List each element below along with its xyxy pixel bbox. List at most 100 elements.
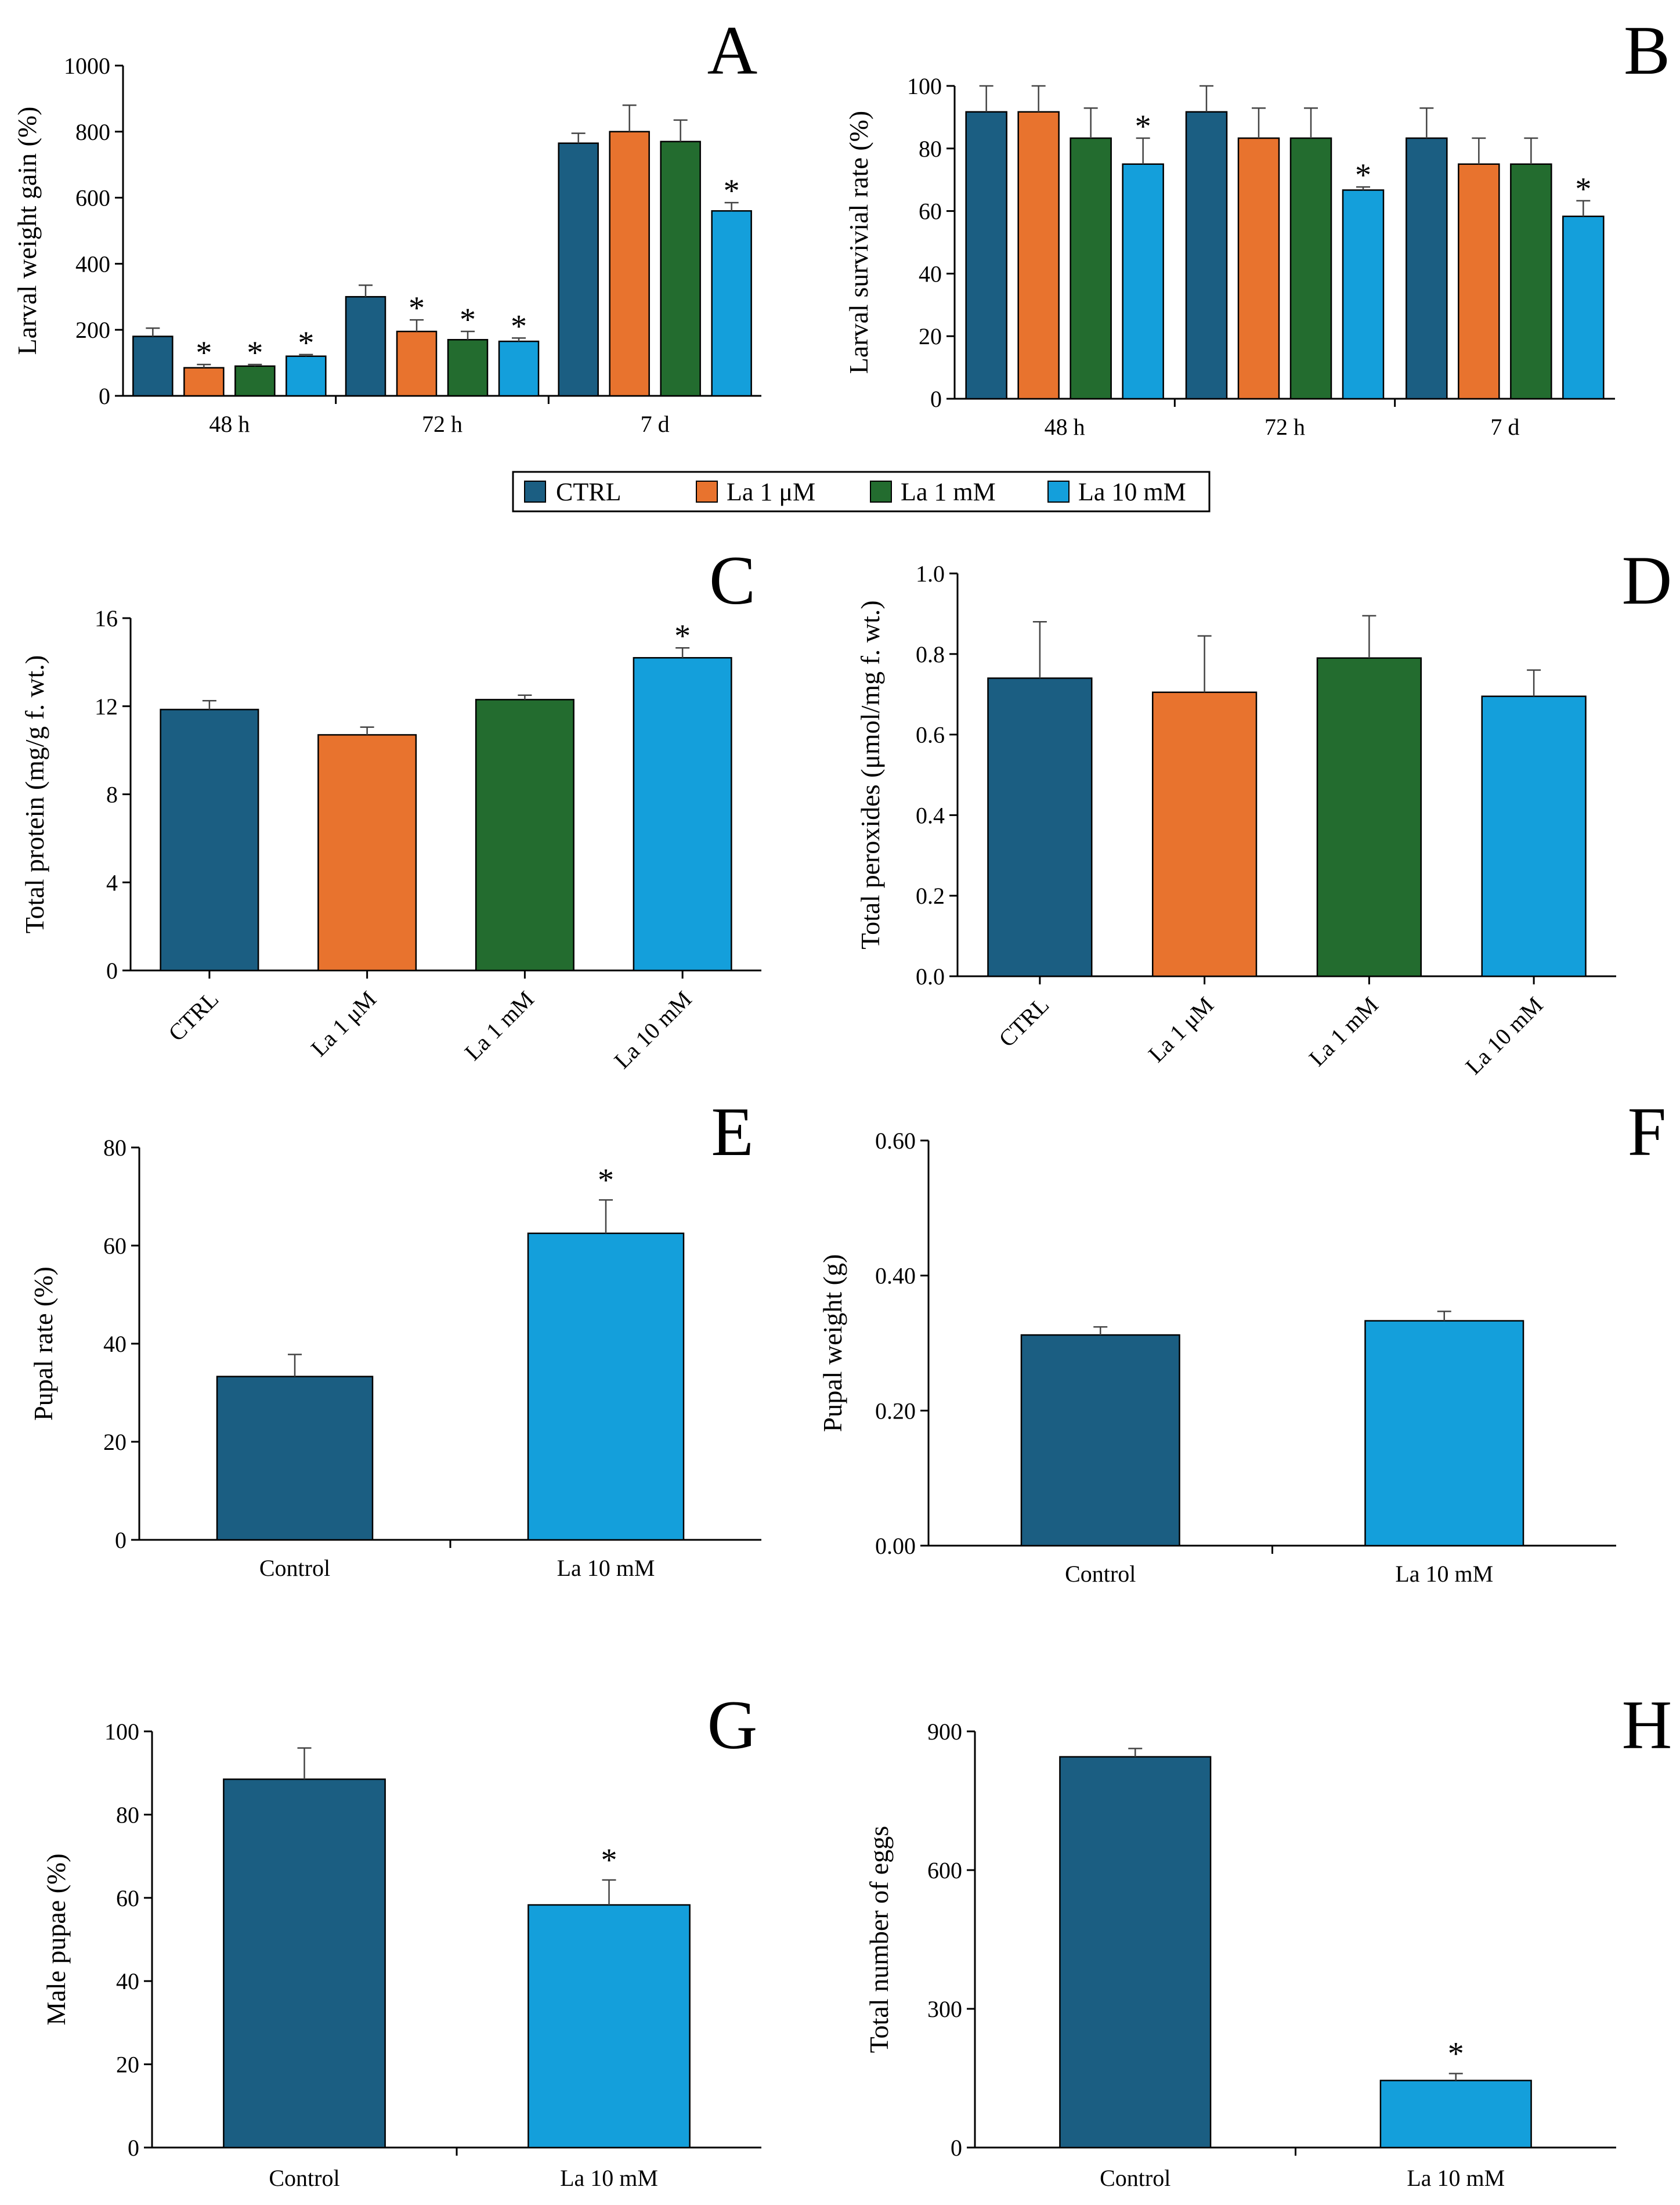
bar-h-la-10-mm — [1379, 2080, 1532, 2149]
x-tick-label-b-48-h: 48 h — [1045, 414, 1085, 440]
y-tick-label-c-0: 0 — [106, 958, 118, 984]
bar-c-la-1-mm — [475, 699, 575, 972]
chart-panel-c: 0 4 8 12 16 Total protein (mg/g f. wt.) C CTRL L… — [20, 542, 761, 1074]
panel-letter-h: H — [1622, 1686, 1672, 1763]
x-tick-label-g-la-10-mm: La 10 mM — [560, 2165, 658, 2191]
legend-label-la-1-um: La 1 μM — [727, 478, 815, 506]
y-tick-label-h-0: 0 — [951, 2135, 962, 2161]
y-tick-label-a-5: 1000 — [64, 53, 110, 79]
bar-a-7-d-la-10-mm-sig: * — [724, 173, 740, 209]
bar-a-7-d-la-1-mm — [660, 140, 701, 397]
x-tick-label-h-control: Control — [1100, 2165, 1170, 2191]
y-axis-title-b: Larval survivial rate (%) — [844, 111, 873, 374]
y-tick-label-g-1: 20 — [116, 2052, 139, 2078]
bar-a-72-h-la-1-mm-sig: * — [460, 302, 476, 338]
y-tick-label-d-3: 0.6 — [916, 722, 945, 748]
x-tick-label-c-ctrl: CTRL — [163, 986, 223, 1046]
chart-panel-a: 0 200 400 600 800 1000 Larval weight gain (%) A… — [12, 12, 761, 437]
y-tick-label-e-1: 20 — [103, 1429, 127, 1455]
y-tick-label-g-3: 60 — [116, 1885, 139, 1911]
y-axis-title-d: Total peroxides (μmol/mg f. wt.) — [855, 600, 885, 949]
y-tick-label-g-5: 100 — [104, 1719, 139, 1745]
y-tick-label-a-4: 800 — [75, 119, 110, 145]
x-tick-label-e-control: Control — [259, 1555, 330, 1581]
bar-a-7-d-ctrl — [558, 142, 599, 397]
chart-panel-g: 0 20 40 60 80 100 Male pupae (%) G Control * La 10… — [41, 1686, 761, 2191]
bar-a-48-h-la-10-mm — [286, 355, 327, 397]
bar-d-la-10-mm — [1481, 695, 1587, 977]
y-axis-title-a: Larval weight gain (%) — [12, 107, 42, 355]
bar-b-72-h-ctrl — [1185, 111, 1228, 400]
bar-d-la-1-m — [1151, 691, 1258, 977]
x-tick-label-h-la-10-mm: La 10 mM — [1407, 2165, 1505, 2191]
y-tick-label-c-4: 16 — [95, 605, 118, 631]
y-tick-label-e-0: 0 — [115, 1527, 127, 1553]
y-tick-label-b-5: 100 — [907, 73, 942, 99]
y-tick-label-a-3: 600 — [75, 185, 110, 211]
chart-panel-e: 0 20 40 60 80 Pupal rate (%) E Control * La 10 mM — [28, 1093, 761, 1581]
legend: CTRL La 1 μM La 1 mM La 10 mM — [512, 471, 1211, 513]
bar-b-72-h-la-1-m — [1237, 137, 1280, 400]
y-tick-label-c-1: 4 — [106, 869, 118, 896]
legend-label-ctrl: CTRL — [556, 478, 621, 506]
bar-g-la-10-mm — [528, 1904, 691, 2149]
bar-a-7-d-la-10-mm — [711, 210, 752, 397]
bar-a-72-h-la-1-m — [396, 330, 438, 397]
legend-swatch-la-10-mm — [1047, 481, 1070, 503]
x-tick-label-c-la-1-mm: La 1 mM — [460, 986, 539, 1066]
y-tick-label-b-3: 60 — [919, 199, 942, 225]
y-tick-label-f-3: 0.60 — [875, 1128, 916, 1154]
x-tick-label-g-control: Control — [269, 2165, 339, 2191]
x-tick-label-d-la-1-m: La 1 μM — [1143, 992, 1219, 1067]
x-tick-label-d-la-10-mm: La 10 mM — [1460, 992, 1548, 1080]
y-tick-label-h-1: 300 — [927, 1996, 962, 2022]
bar-b-72-h-la-1-mm — [1289, 137, 1332, 400]
y-tick-label-c-2: 8 — [106, 782, 118, 808]
panel-letter-f: F — [1628, 1093, 1667, 1170]
x-tick-label-b-72-h: 72 h — [1264, 414, 1305, 440]
bar-b-72-h-la-10-mm — [1342, 189, 1385, 400]
bar-b-48-h-la-1-mm — [1070, 137, 1112, 400]
bar-a-72-h-la-1-mm — [447, 339, 489, 397]
bar-a-72-h-la-1-m-sig: * — [409, 290, 425, 326]
y-tick-label-b-0: 0 — [930, 386, 942, 412]
bar-b-48-h-la-10-mm-sig: * — [1135, 109, 1151, 145]
y-tick-label-d-1: 0.2 — [916, 883, 945, 909]
bar-c-la-1-m — [317, 734, 417, 972]
y-tick-label-e-4: 80 — [103, 1135, 127, 1161]
bar-a-72-h-la-10-mm-sig: * — [511, 308, 527, 344]
bar-e-la-10-mm — [527, 1232, 685, 1541]
legend-label-la-10-mm: La 10 mM — [1078, 478, 1186, 506]
bar-b-7-d-ctrl — [1406, 137, 1448, 400]
legend-swatch-la-1-mm — [870, 481, 892, 503]
y-tick-label-b-4: 80 — [919, 136, 942, 162]
chart-panel-h: 0 300 600 900 Total number of eggs H Control * L… — [864, 1686, 1672, 2191]
bar-b-7-d-la-1-m — [1458, 163, 1500, 400]
bar-a-48-h-la-10-mm-sig: * — [298, 325, 314, 361]
bar-a-48-h-la-1-m-sig: * — [196, 335, 212, 371]
bar-a-48-h-ctrl — [132, 335, 174, 397]
y-tick-label-f-1: 0.20 — [875, 1398, 916, 1424]
x-tick-label-d-ctrl: CTRL — [993, 992, 1054, 1052]
bar-d-la-1-mm — [1316, 657, 1422, 977]
bar-b-48-h-la-10-mm — [1122, 163, 1164, 400]
bar-a-48-h-la-1-mm — [234, 365, 276, 397]
bar-a-72-h-ctrl — [345, 296, 386, 397]
y-tick-label-b-1: 20 — [919, 323, 942, 349]
bar-b-7-d-la-1-mm — [1510, 163, 1552, 400]
bar-a-7-d-la-1-m — [609, 131, 650, 397]
bar-f-la-10-mm — [1364, 1320, 1524, 1547]
bar-b-48-h-ctrl — [965, 111, 1007, 400]
panel-letter-g: G — [707, 1686, 758, 1763]
bar-f-control — [1020, 1334, 1180, 1547]
bar-c-la-10-mm-sig: * — [674, 618, 691, 654]
bar-b-72-h-la-10-mm-sig: * — [1355, 157, 1371, 193]
chart-panel-d: 0.0 0.2 0.4 0.6 0.8 1.0 Total peroxides (μmol/… — [855, 542, 1672, 1080]
y-axis-title-e: Pupal rate (%) — [28, 1266, 58, 1421]
legend-label-la-1-mm: La 1 mM — [901, 478, 996, 506]
legend-swatch-ctrl — [524, 481, 546, 503]
y-tick-label-g-4: 80 — [116, 1802, 139, 1828]
bar-d-ctrl — [987, 677, 1093, 977]
y-tick-label-h-2: 600 — [927, 1857, 962, 1883]
